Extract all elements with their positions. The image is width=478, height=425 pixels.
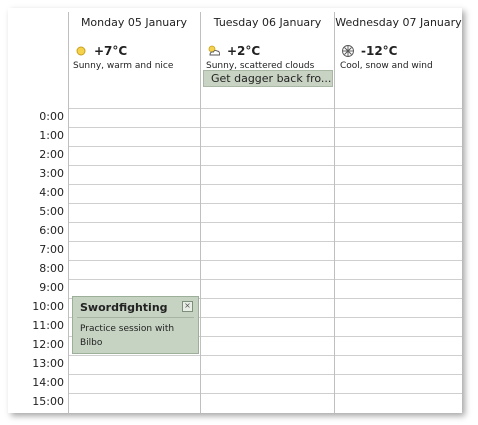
event-title: Swordfighting [80,301,168,314]
hour-row[interactable] [68,184,462,202]
hour-label: 7:00 [39,243,64,256]
close-icon[interactable]: × [182,301,193,312]
sun-cloud-icon [208,45,221,56]
hour-row[interactable] [68,279,462,297]
hour-label: 8:00 [39,262,64,275]
day-header-wednesday[interactable]: Wednesday 07 January [335,12,462,35]
hour-label: 2:00 [39,148,64,161]
hour-label: 1:00 [39,129,64,142]
hour-label: 3:00 [39,167,64,180]
calendar-view: Monday 05 January Tuesday 06 January Wed… [8,8,462,413]
hour-row[interactable] [68,393,462,411]
allday-event[interactable]: Get dagger back fro... [203,70,333,87]
hour-label: 9:00 [39,281,64,294]
weather-cell-monday: +7°C Sunny, warm and nice [68,34,201,112]
sun-icon [76,46,86,56]
hour-label: 10:00 [32,300,64,313]
hour-label: 5:00 [39,205,64,218]
hour-label: 13:00 [32,357,64,370]
column-divider [334,12,335,413]
weather-description: Sunny, warm and nice [73,61,174,71]
hour-label: 12:00 [32,338,64,351]
snowflake-icon [342,45,354,57]
event-description: Practice session with Bilbo [80,324,175,348]
hour-label: 4:00 [39,186,64,199]
hour-row[interactable] [68,165,462,183]
column-divider [68,12,69,413]
hour-row[interactable] [68,127,462,145]
hour-row[interactable] [68,355,462,373]
temperature: +2°C [227,44,261,58]
hour-row[interactable] [68,317,462,335]
hour-label: 6:00 [39,224,64,237]
column-divider [200,12,201,413]
weather-description: Sunny, scattered clouds [206,61,315,71]
hour-row[interactable] [68,336,462,354]
event-swordfighting[interactable]: Swordfighting × Practice session with Bi… [72,296,199,354]
hour-label: 0:00 [39,110,64,123]
hour-label: 11:00 [32,319,64,332]
weather-description: Cool, snow and wind [340,61,433,71]
temperature: -12°C [361,44,398,58]
day-header-tuesday[interactable]: Tuesday 06 January [201,12,335,35]
hour-row[interactable] [68,298,462,316]
weather-cell-wednesday: -12°C Cool, snow and wind [335,34,462,112]
hour-row[interactable] [68,108,462,126]
hour-row[interactable] [68,222,462,240]
hour-row[interactable] [68,374,462,392]
hour-row[interactable] [68,146,462,164]
temperature: +7°C [94,44,128,58]
hour-label: 15:00 [32,395,64,408]
hour-label: 14:00 [32,376,64,389]
event-divider [77,317,194,318]
hour-row[interactable] [68,260,462,278]
day-header-monday[interactable]: Monday 05 January [68,12,201,35]
hour-row[interactable] [68,203,462,221]
hour-row[interactable] [68,241,462,259]
